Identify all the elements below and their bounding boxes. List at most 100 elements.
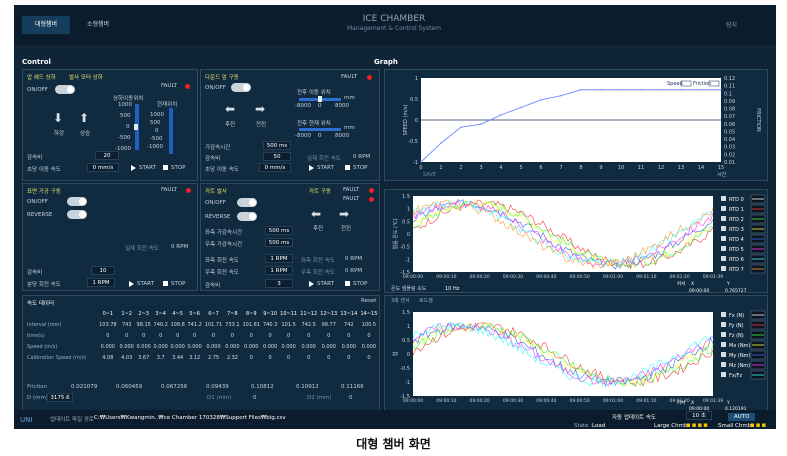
move-position-knob[interactable] (318, 96, 322, 102)
cursor-x-value: 09:00:00 (689, 288, 709, 294)
reset-button[interactable]: Reset (361, 298, 377, 304)
auto-button[interactable]: AUTO (728, 413, 756, 421)
table-cell: 0.000 (153, 343, 168, 350)
target-position-knob[interactable] (134, 124, 138, 130)
speed-value[interactable]: 0 mm/s (259, 163, 291, 172)
right-accel-value[interactable]: 500 ms (265, 238, 293, 247)
onoff-label: ON/OFF (27, 87, 48, 93)
ratio-value[interactable]: 3 (265, 279, 293, 288)
arrow-left-icon[interactable]: ⬅ (225, 102, 236, 116)
start-icon[interactable] (309, 165, 314, 171)
x-tick-label: 09:00:50 (570, 398, 590, 404)
start-button[interactable]: START (317, 281, 334, 287)
table-cell: 0 (287, 354, 291, 361)
path-value[interactable]: C:₩Users₩Kwangmin..₩ce Chamber 170328₩Su… (94, 415, 286, 421)
column-header: 10~11 (280, 310, 298, 317)
onoff-toggle[interactable] (237, 198, 257, 207)
stop-button[interactable]: STOP (171, 165, 186, 171)
left-rpm-value[interactable]: 1 RPM (265, 254, 293, 263)
unit-label: mm (344, 95, 355, 101)
small-chamber-dots-icon: ▪▪▪ (750, 421, 768, 429)
ratio-value[interactable]: 50 (263, 152, 291, 161)
onoff-toggle[interactable] (55, 85, 75, 94)
accel-time-value[interactable]: 500 ms (263, 141, 291, 150)
stop-button[interactable]: STOP (171, 281, 186, 287)
arrow-left-icon[interactable]: ⬅ (311, 207, 322, 221)
tick-label: 1000 (118, 102, 132, 108)
onoff-toggle[interactable] (231, 83, 251, 92)
x-tick-label: 10 (618, 165, 624, 171)
stop-icon[interactable] (163, 165, 168, 170)
right-rpm-value[interactable]: 1 RPM (265, 266, 293, 275)
state-label: State : (574, 423, 593, 429)
reverse-toggle[interactable] (237, 212, 257, 221)
left-accel-value[interactable]: 500 ms (265, 226, 293, 235)
speed-value[interactable]: 0 mm/s (87, 163, 119, 172)
rpm-value[interactable]: 1 RPM (87, 278, 115, 287)
arrow-right-icon[interactable]: ➡ (339, 207, 350, 221)
y-tick-label: 1 (407, 207, 410, 213)
stop-icon[interactable] (345, 281, 350, 286)
fault-label: FAULT (343, 187, 360, 193)
speed-point (620, 89, 622, 91)
ratio-value[interactable]: 20 (95, 151, 119, 160)
onoff-label: ON/OFF (205, 200, 226, 206)
start-icon[interactable] (131, 165, 136, 171)
stop-button[interactable]: STOP (353, 281, 368, 287)
y2-tick-label: 0.11 (724, 84, 735, 90)
table-cell: 0 (347, 354, 351, 361)
series-line (412, 199, 714, 269)
start-button[interactable]: START (137, 281, 154, 287)
reverse-toggle[interactable] (67, 210, 87, 219)
tick-label: 0 (318, 133, 322, 139)
table-cell: 98.15 (136, 321, 151, 328)
table-cell: 0.000 (225, 343, 240, 350)
auto-update-value[interactable]: 10 초 (686, 411, 712, 420)
y2-tick-label: 0.02 (724, 152, 735, 158)
cursor-y-value: 0.120191 (725, 406, 747, 412)
arrow-down-icon[interactable]: ⬇ (53, 111, 64, 125)
table-cell: 0 (230, 332, 234, 339)
x-tick-label: 09:01:00 (603, 274, 623, 280)
ratio-label: 감속비 (205, 156, 221, 162)
start-button[interactable]: START (139, 165, 156, 171)
ratio-value[interactable]: 10 (91, 266, 115, 275)
app-window: 대형챔버 소형챔버 ICE CHAMBER Management & Contr… (14, 5, 776, 429)
header-bar: 대형챔버 소형챔버 ICE CHAMBER Management & Contr… (14, 5, 776, 45)
arrow-right-icon[interactable]: ➡ (255, 102, 266, 116)
legend-checkbox (721, 246, 726, 251)
d-label: D (mm) (27, 395, 48, 401)
x-tick-label: 09:00:50 (570, 274, 590, 280)
table-cell: 0 (287, 332, 291, 339)
current-position-bar (299, 128, 341, 131)
tab-large-chamber[interactable]: 대형챔버 (22, 16, 70, 34)
arrow-up-icon[interactable]: ⬆ (79, 111, 90, 125)
start-icon[interactable] (129, 281, 134, 287)
column-header: 3~4 (155, 310, 166, 317)
x-tick-label: 12 (658, 165, 664, 171)
exit-button[interactable]: 탐지 (726, 22, 738, 29)
panel-title: 다운드 암 구동 (205, 75, 239, 81)
table-cell: 0 (211, 332, 216, 339)
legend-entry: RTD 1 (729, 207, 744, 213)
table-cell: 99.77 (321, 321, 336, 328)
onoff-toggle[interactable] (67, 197, 87, 206)
x-tick-label: 8 (579, 165, 582, 171)
onoff-label: ON/OFF (27, 199, 48, 205)
row-label (25, 308, 97, 319)
start-icon[interactable] (309, 281, 314, 287)
stop-icon[interactable] (345, 165, 350, 170)
stop-button[interactable]: STOP (353, 165, 368, 171)
start-button[interactable]: START (317, 165, 334, 171)
column-header: 7~8 (227, 310, 238, 317)
y-tick-label: 0 (407, 352, 410, 358)
stop-icon[interactable] (163, 281, 168, 286)
table-cell: 733.1 (225, 321, 240, 328)
legend-checkbox (721, 322, 726, 327)
speed-friction-chart: 10.50-0.5-10.120.110.10.090.080.070.060.… (403, 76, 761, 178)
friction-value: 0.067256 (161, 384, 188, 390)
speed-point (660, 89, 662, 91)
current-position-bar (169, 108, 173, 154)
y-axis-label: 힘 (392, 352, 399, 357)
tab-small-chamber[interactable]: 소형챔버 (86, 21, 110, 28)
